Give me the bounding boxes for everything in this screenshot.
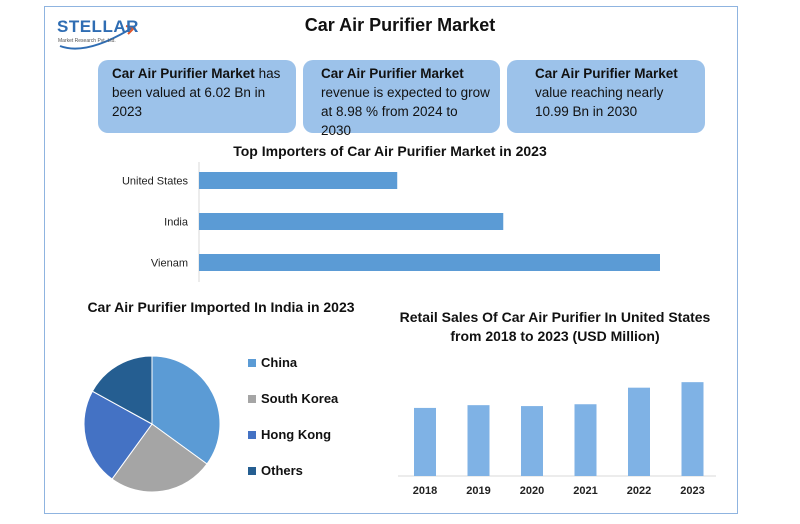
retail-bar — [574, 404, 597, 476]
legend-item-china: China — [248, 355, 297, 371]
india-imports-pie-chart — [83, 355, 221, 493]
legend-label: Others — [261, 463, 303, 478]
importer-bar — [199, 254, 660, 271]
retail-sales-bar-chart: 2018 2019 2020 2021 2022 2023 — [398, 382, 716, 497]
retail-year-label: 2023 — [680, 485, 704, 497]
importer-category-label: United States — [122, 176, 189, 188]
legend-swatch — [248, 394, 256, 403]
fact-card-text: revenue is expected to grow at 8.98 % fr… — [321, 85, 490, 138]
retail-chart-title: Retail Sales Of Car Air Purifier In Unit… — [399, 309, 711, 344]
importer-category-label: Vienam — [151, 258, 188, 270]
pie-slice-south-korea — [111, 423, 208, 493]
fact-card-forecast: Car Air Purifier Market value reaching n… — [507, 60, 705, 133]
legend-item-hong-kong: Hong Kong — [248, 427, 331, 443]
retail-year-label: 2018 — [413, 485, 437, 497]
legend-swatch — [248, 430, 256, 439]
legend-swatch — [248, 358, 256, 367]
retail-year-label: 2019 — [466, 485, 490, 497]
retail-bar — [521, 406, 543, 476]
legend-label: Hong Kong — [261, 427, 332, 442]
legend-label: China — [261, 355, 298, 370]
fact-card-text: value reaching nearly 10.99 Bn in 2030 — [535, 85, 664, 119]
retail-bar — [628, 387, 650, 476]
fact-card-text: has been valued at 6.02 Bn in 2023 — [112, 66, 281, 119]
fact-card-bold: Car Air Purifier Market — [535, 66, 678, 81]
logo-text: STELLAR — [57, 17, 139, 36]
pie-chart-title: Car Air Purifier Imported In India in 20… — [87, 299, 355, 315]
logo-swoosh-icon — [59, 25, 136, 50]
fact-card-growth: Car Air Purifier Market revenue is expec… — [303, 60, 500, 138]
retail-bar — [467, 405, 490, 476]
importers-chart-title: Top Importers of Car Air Purifier Market… — [233, 143, 547, 159]
retail-bar — [681, 382, 704, 476]
legend-item-others: Others — [248, 463, 303, 479]
logo-subtext: Market Research Pvt. Ltd. — [58, 38, 116, 44]
importer-category-label: India — [164, 217, 189, 229]
importer-bar — [199, 172, 398, 189]
page-title: Car Air Purifier Market — [304, 15, 496, 35]
pie-slice-others — [91, 355, 153, 425]
fact-card-valuation: Car Air Purifier Market has been valued … — [98, 60, 296, 133]
legend-swatch — [248, 466, 256, 475]
retail-year-label: 2022 — [627, 485, 651, 497]
retail-bar — [414, 407, 436, 476]
importers-bar-chart: United States India Vienam — [122, 162, 660, 282]
importer-bar — [199, 213, 504, 230]
pie-slice-hong-kong — [83, 390, 153, 480]
retail-year-label: 2020 — [520, 485, 544, 497]
retail-year-label: 2021 — [573, 485, 597, 497]
fact-card-bold: Car Air Purifier Market — [112, 66, 255, 81]
legend-label: South Korea — [261, 391, 339, 406]
pie-slice-china — [151, 355, 221, 465]
legend-item-south-korea: South Korea — [248, 391, 338, 407]
fact-card-bold: Car Air Purifier Market — [321, 66, 464, 81]
infographic-frame — [44, 6, 738, 514]
